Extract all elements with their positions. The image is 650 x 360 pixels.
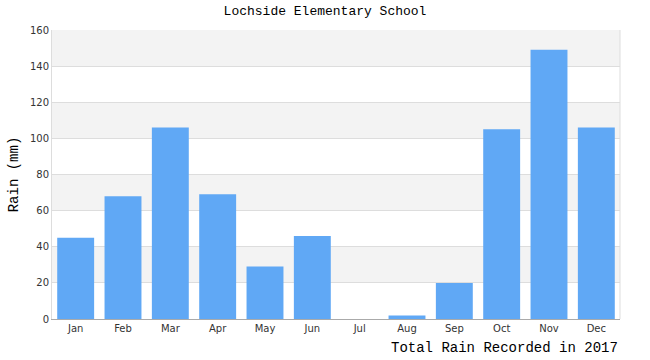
svg-text:Apr: Apr [209,323,227,334]
svg-text:Total Rain Recorded in 2017: Total Rain Recorded in 2017 [391,340,618,356]
svg-text:60: 60 [36,205,49,216]
svg-text:Aug: Aug [397,323,417,334]
svg-text:Jan: Jan [67,323,83,334]
svg-text:Sep: Sep [445,323,464,334]
svg-text:80: 80 [36,169,49,180]
svg-text:Lochside Elementary School: Lochside Elementary School [224,4,427,19]
svg-text:100: 100 [30,133,49,144]
svg-text:0: 0 [43,314,49,325]
svg-text:Rain (mm): Rain (mm) [6,137,22,213]
svg-text:Mar: Mar [161,323,181,334]
svg-text:20: 20 [36,277,49,288]
svg-text:May: May [255,323,276,334]
svg-text:Feb: Feb [114,323,132,334]
svg-text:Nov: Nov [539,323,559,334]
svg-text:40: 40 [36,241,49,252]
svg-text:160: 160 [30,25,49,36]
svg-text:140: 140 [30,61,49,72]
svg-text:Jul: Jul [353,323,366,334]
svg-text:120: 120 [30,97,49,108]
svg-text:Dec: Dec [587,323,606,334]
svg-text:Jun: Jun [304,323,321,334]
svg-text:Oct: Oct [493,323,510,334]
